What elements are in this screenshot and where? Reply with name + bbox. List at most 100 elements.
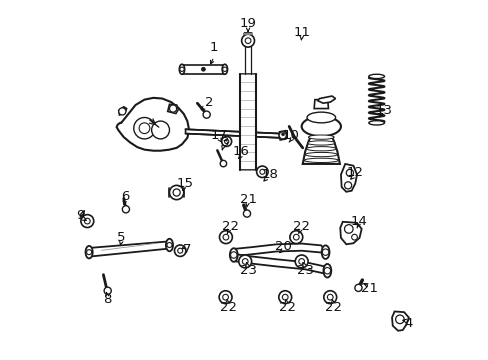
Circle shape bbox=[122, 206, 129, 213]
Text: 14: 14 bbox=[350, 215, 366, 228]
Circle shape bbox=[139, 123, 149, 134]
Ellipse shape bbox=[165, 239, 173, 251]
Circle shape bbox=[322, 249, 328, 255]
Ellipse shape bbox=[368, 74, 384, 78]
Circle shape bbox=[298, 258, 304, 264]
Text: 15: 15 bbox=[177, 177, 194, 190]
Text: 2: 2 bbox=[204, 96, 213, 109]
Circle shape bbox=[238, 255, 251, 268]
Circle shape bbox=[177, 248, 183, 253]
Ellipse shape bbox=[179, 64, 184, 74]
Ellipse shape bbox=[321, 246, 329, 259]
Circle shape bbox=[344, 182, 351, 189]
Circle shape bbox=[344, 225, 352, 233]
Text: 9: 9 bbox=[76, 209, 84, 222]
Circle shape bbox=[222, 294, 228, 300]
Circle shape bbox=[259, 169, 264, 174]
Ellipse shape bbox=[368, 121, 384, 125]
Polygon shape bbox=[391, 311, 408, 331]
Polygon shape bbox=[244, 33, 252, 34]
Circle shape bbox=[354, 284, 361, 292]
Text: 23: 23 bbox=[239, 264, 256, 276]
Polygon shape bbox=[340, 164, 356, 192]
Text: 23: 23 bbox=[296, 264, 313, 276]
Circle shape bbox=[223, 234, 228, 240]
Polygon shape bbox=[233, 254, 326, 276]
Circle shape bbox=[278, 291, 291, 303]
Polygon shape bbox=[80, 210, 84, 217]
Text: 21: 21 bbox=[360, 283, 377, 296]
Text: 12: 12 bbox=[346, 166, 363, 179]
Circle shape bbox=[256, 166, 267, 177]
Circle shape bbox=[281, 133, 284, 136]
Polygon shape bbox=[313, 100, 328, 109]
Text: 21: 21 bbox=[239, 193, 256, 206]
Polygon shape bbox=[233, 244, 324, 258]
Polygon shape bbox=[279, 131, 286, 140]
Circle shape bbox=[326, 294, 332, 300]
Text: 19: 19 bbox=[239, 17, 256, 30]
Circle shape bbox=[174, 245, 185, 256]
Text: 18: 18 bbox=[261, 168, 277, 181]
Circle shape bbox=[295, 255, 307, 268]
Circle shape bbox=[395, 315, 404, 324]
Circle shape bbox=[279, 132, 285, 139]
Circle shape bbox=[222, 67, 226, 71]
Circle shape bbox=[84, 218, 90, 224]
Circle shape bbox=[151, 121, 169, 139]
Circle shape bbox=[219, 291, 231, 303]
Circle shape bbox=[134, 117, 155, 139]
Text: 16: 16 bbox=[232, 145, 249, 158]
Ellipse shape bbox=[229, 248, 237, 262]
Text: 13: 13 bbox=[375, 104, 391, 117]
Polygon shape bbox=[340, 222, 361, 244]
Circle shape bbox=[224, 139, 228, 144]
Text: 10: 10 bbox=[282, 129, 299, 142]
Circle shape bbox=[173, 189, 180, 196]
Circle shape bbox=[220, 160, 226, 167]
Circle shape bbox=[166, 243, 172, 248]
Text: 8: 8 bbox=[102, 293, 111, 306]
Polygon shape bbox=[317, 96, 335, 103]
Text: 1: 1 bbox=[209, 41, 218, 54]
Polygon shape bbox=[182, 65, 224, 73]
Circle shape bbox=[86, 249, 91, 255]
Ellipse shape bbox=[301, 117, 340, 136]
Polygon shape bbox=[302, 121, 339, 164]
Circle shape bbox=[180, 67, 184, 71]
Circle shape bbox=[201, 67, 205, 71]
Polygon shape bbox=[119, 107, 126, 115]
Text: 11: 11 bbox=[293, 26, 309, 39]
Text: 22: 22 bbox=[325, 301, 342, 314]
Circle shape bbox=[346, 169, 353, 176]
Circle shape bbox=[324, 267, 330, 274]
Ellipse shape bbox=[306, 112, 335, 123]
Ellipse shape bbox=[305, 147, 336, 151]
Circle shape bbox=[241, 34, 254, 47]
Ellipse shape bbox=[85, 246, 93, 258]
Circle shape bbox=[221, 136, 231, 147]
Ellipse shape bbox=[307, 141, 335, 145]
Polygon shape bbox=[90, 242, 169, 256]
Polygon shape bbox=[167, 104, 178, 113]
Ellipse shape bbox=[323, 264, 331, 278]
Text: 3: 3 bbox=[220, 136, 229, 149]
Text: 20: 20 bbox=[275, 240, 292, 253]
Text: 5: 5 bbox=[117, 231, 125, 244]
Text: 22: 22 bbox=[220, 301, 237, 314]
Circle shape bbox=[243, 210, 250, 217]
Text: 4: 4 bbox=[404, 317, 412, 330]
Ellipse shape bbox=[308, 135, 333, 139]
Text: 22: 22 bbox=[293, 220, 309, 233]
Circle shape bbox=[289, 231, 302, 244]
Circle shape bbox=[293, 234, 299, 240]
Circle shape bbox=[81, 215, 94, 228]
Ellipse shape bbox=[222, 64, 227, 74]
Circle shape bbox=[244, 38, 250, 44]
Text: 7: 7 bbox=[183, 243, 191, 256]
Circle shape bbox=[169, 105, 176, 112]
Polygon shape bbox=[240, 73, 255, 170]
Circle shape bbox=[242, 258, 247, 264]
Circle shape bbox=[169, 185, 183, 200]
Text: 22: 22 bbox=[221, 220, 238, 233]
